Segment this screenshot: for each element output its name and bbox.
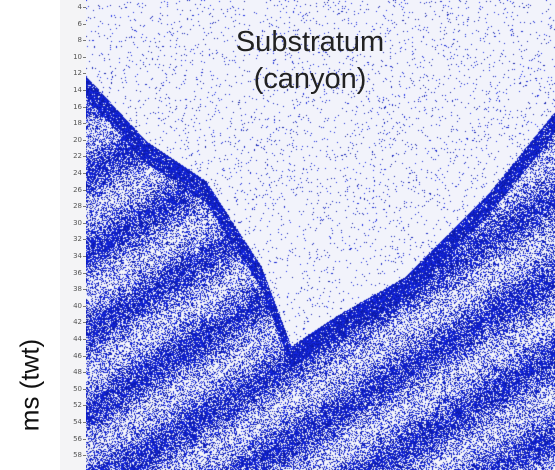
- axis-title-text: ms (twt): [14, 338, 45, 432]
- depth-tick-label: 26: [73, 185, 86, 194]
- depth-tick-label: 20: [73, 135, 86, 144]
- depth-tick-label: 48: [73, 368, 86, 377]
- annotation-line-1: Substratum: [235, 26, 385, 58]
- annotation-line-2: (canyon): [253, 63, 367, 95]
- depth-tick-label: 38: [73, 285, 86, 294]
- depth-tick-label: 24: [73, 169, 86, 177]
- depth-tick-label: 56: [73, 434, 86, 443]
- depth-tick-label: 40: [73, 301, 86, 310]
- depth-tick-label: 44: [73, 335, 86, 343]
- depth-tick-label: 54: [73, 418, 86, 426]
- seismic-profile-image: [86, 0, 555, 470]
- depth-tick-label: 18: [73, 119, 86, 128]
- depth-tick-label: 10: [73, 52, 86, 61]
- canyon-annotation: Substratum (canyon): [210, 24, 410, 98]
- depth-tick-label: 34: [73, 252, 86, 260]
- depth-axis: 4 6 8 10 12 14 16 18 20 22 24 26 28 30 32 34 36 38 40 42 44 4…: [60, 0, 87, 470]
- depth-tick-label: 16: [73, 102, 86, 111]
- axis-title: ms (twt): [0, 300, 60, 470]
- depth-tick-label: 22: [73, 152, 86, 161]
- depth-tick-label: 8: [77, 36, 87, 45]
- depth-tick-label: 36: [73, 268, 86, 277]
- depth-tick-label: 58: [73, 451, 86, 460]
- depth-tick-label: 46: [73, 351, 86, 360]
- depth-tick-label: 32: [73, 235, 86, 244]
- depth-tick-label: 42: [73, 318, 86, 327]
- depth-tick-label: 4: [77, 3, 87, 11]
- depth-tick-label: 12: [73, 69, 86, 78]
- depth-tick-label: 14: [73, 86, 86, 94]
- depth-tick-label: 50: [73, 384, 86, 393]
- depth-tick-label: 6: [77, 19, 87, 28]
- depth-tick-label: 30: [73, 218, 86, 227]
- depth-tick-label: 52: [73, 401, 86, 410]
- depth-tick-label: 28: [73, 202, 86, 211]
